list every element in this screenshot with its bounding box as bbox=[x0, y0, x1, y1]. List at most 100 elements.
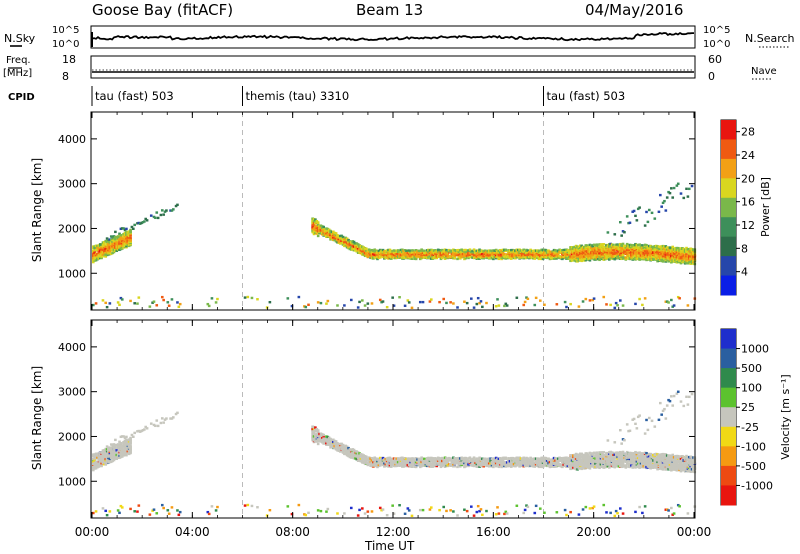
velocity-cell bbox=[507, 462, 510, 465]
power-cell bbox=[566, 249, 570, 252]
velocity-cell bbox=[387, 464, 390, 468]
power-cell bbox=[612, 257, 615, 260]
velocity-cell bbox=[352, 453, 356, 456]
power-cell bbox=[533, 303, 537, 307]
power-cell bbox=[96, 253, 99, 256]
velocity-cell bbox=[530, 458, 534, 461]
velocity-cell bbox=[561, 463, 564, 467]
power-cell bbox=[154, 216, 157, 220]
power-cell bbox=[565, 250, 568, 253]
power-cell bbox=[372, 256, 375, 259]
power-cell bbox=[129, 299, 132, 303]
velocity-cell bbox=[465, 458, 469, 461]
power-cell bbox=[461, 254, 465, 257]
velocity-cell bbox=[550, 464, 553, 468]
velocity-cell bbox=[365, 457, 368, 460]
power-cell bbox=[398, 252, 401, 255]
power-cell bbox=[689, 262, 692, 265]
power-cell bbox=[612, 254, 615, 257]
power-cell bbox=[554, 257, 557, 260]
power-cell bbox=[465, 255, 469, 259]
colorbar-tick-label: 8 bbox=[741, 242, 748, 255]
power-cell bbox=[101, 253, 105, 256]
power-cell bbox=[689, 258, 692, 262]
power-cell bbox=[503, 255, 506, 258]
power-cell bbox=[452, 252, 455, 256]
power-cell bbox=[679, 247, 683, 250]
power-cell bbox=[656, 252, 659, 256]
velocity-cell bbox=[391, 460, 394, 464]
velocity-cell bbox=[540, 465, 543, 469]
power-cell bbox=[685, 246, 688, 250]
power-cell bbox=[678, 250, 681, 254]
velocity-cell bbox=[394, 458, 397, 462]
power-cell bbox=[122, 232, 125, 236]
power-cell bbox=[425, 256, 429, 260]
power-cell bbox=[556, 255, 560, 258]
velocity-cell bbox=[376, 458, 379, 461]
power-cell bbox=[461, 249, 465, 252]
power-cell bbox=[653, 248, 657, 251]
power-cell bbox=[561, 249, 564, 252]
velocity-cell bbox=[314, 436, 317, 439]
power-cell bbox=[683, 262, 687, 265]
power-cell bbox=[127, 243, 131, 247]
power-cell bbox=[323, 233, 327, 236]
power-cell bbox=[577, 255, 581, 258]
power-cell bbox=[521, 253, 524, 256]
power-cell bbox=[356, 306, 360, 309]
power-cell bbox=[405, 255, 408, 258]
velocity-cell bbox=[319, 440, 323, 443]
velocity-cell bbox=[321, 434, 324, 437]
power-cell bbox=[581, 247, 585, 250]
power-cell bbox=[105, 248, 109, 252]
velocity-cell bbox=[98, 463, 102, 466]
power-cell bbox=[685, 253, 688, 256]
power-cell bbox=[678, 253, 681, 256]
velocity-cell bbox=[172, 416, 175, 419]
power-cell bbox=[682, 260, 686, 264]
power-cell bbox=[343, 237, 346, 241]
power-cell bbox=[518, 253, 521, 256]
power-cell bbox=[574, 246, 578, 249]
power-cell bbox=[492, 257, 495, 261]
power-cell bbox=[384, 256, 388, 260]
velocity-cell bbox=[369, 464, 372, 467]
velocity-cell bbox=[569, 510, 572, 514]
power-cell bbox=[137, 296, 141, 299]
velocity-cell bbox=[155, 512, 159, 515]
power-cell bbox=[541, 257, 545, 261]
velocity-cell bbox=[478, 458, 481, 461]
power-cell bbox=[351, 246, 354, 249]
power-cell bbox=[119, 244, 123, 247]
power-cell bbox=[631, 254, 635, 257]
power-cell bbox=[525, 256, 528, 260]
power-cell bbox=[312, 227, 316, 230]
power-cell bbox=[522, 303, 526, 307]
power-cell bbox=[114, 241, 117, 245]
velocity-cell bbox=[401, 463, 404, 467]
power-cell bbox=[588, 257, 592, 260]
velocity-cell bbox=[494, 461, 498, 465]
power-cell bbox=[116, 242, 120, 245]
velocity-cell bbox=[508, 462, 512, 466]
power-cell bbox=[376, 250, 379, 253]
power-cell bbox=[639, 250, 643, 253]
velocity-cell bbox=[401, 465, 404, 468]
power-cell bbox=[420, 250, 423, 254]
power-cell bbox=[650, 255, 654, 258]
power-cell bbox=[588, 299, 592, 302]
velocity-cell bbox=[286, 505, 290, 508]
power-cell bbox=[494, 252, 498, 255]
power-cell bbox=[594, 254, 597, 257]
velocity-cell bbox=[100, 458, 103, 461]
power-cell bbox=[369, 249, 372, 252]
velocity-cell bbox=[494, 456, 498, 460]
velocity-cell bbox=[119, 435, 123, 439]
power-cell bbox=[370, 256, 374, 259]
colorbar-swatch bbox=[721, 236, 736, 257]
power-cell bbox=[605, 257, 608, 260]
velocity-cell bbox=[478, 465, 481, 468]
power-cell bbox=[657, 249, 661, 252]
